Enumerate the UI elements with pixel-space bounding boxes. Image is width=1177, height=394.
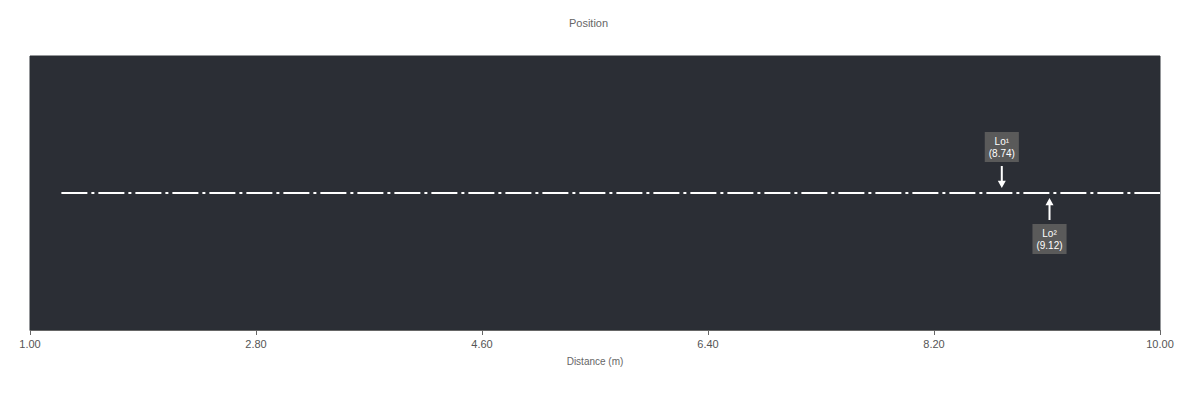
- svg-text:Position: Position: [569, 17, 608, 29]
- svg-text:6.40: 6.40: [697, 338, 718, 350]
- svg-text:(8.74): (8.74): [989, 148, 1015, 159]
- svg-text:2.80: 2.80: [245, 338, 266, 350]
- svg-text:8.20: 8.20: [923, 338, 944, 350]
- svg-text:10.00: 10.00: [1146, 338, 1174, 350]
- svg-text:(9.12): (9.12): [1036, 240, 1062, 251]
- svg-text:Lo²: Lo²: [1042, 228, 1057, 239]
- svg-text:1.00: 1.00: [19, 338, 40, 350]
- svg-text:Lo¹: Lo¹: [995, 136, 1010, 147]
- svg-text:4.60: 4.60: [471, 338, 492, 350]
- svg-text:Distance (m): Distance (m): [567, 356, 624, 367]
